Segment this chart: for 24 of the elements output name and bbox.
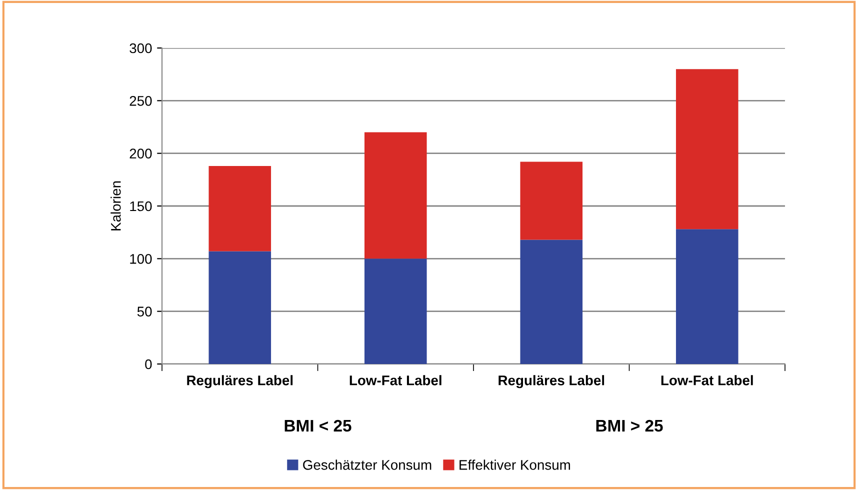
text: BMI < 25 [284,420,352,432]
y-tick-label: 250 [130,96,152,106]
y-tick-label: 200 [130,148,152,159]
legend-label: Effektiver Konsum [460,460,570,470]
y-tick-label: 0 [145,359,152,370]
bar [676,69,738,230]
y-tick-label: 100 [130,254,152,264]
legend-label: Geschätzter Konsum [303,460,432,470]
y-tick-label: 150 [130,201,152,212]
bar [208,251,272,364]
y-tick-label: 50 [137,306,152,317]
bar [676,229,738,364]
bar [208,166,272,252]
text: BMI > 25 [596,420,663,432]
x-tick-label: Reguläres Label [498,375,604,388]
bar [364,258,427,364]
y-tick-label: 300 [130,43,152,54]
bar [364,132,427,259]
bar [520,240,583,364]
x-tick-label: Low-Fat Label [350,375,442,386]
x-tick-label: Reguläres Label [187,375,293,388]
x-tick-label: Low-Fat Label [661,375,753,386]
y-axis-title: Kalorien [110,181,121,230]
bar [520,162,583,240]
